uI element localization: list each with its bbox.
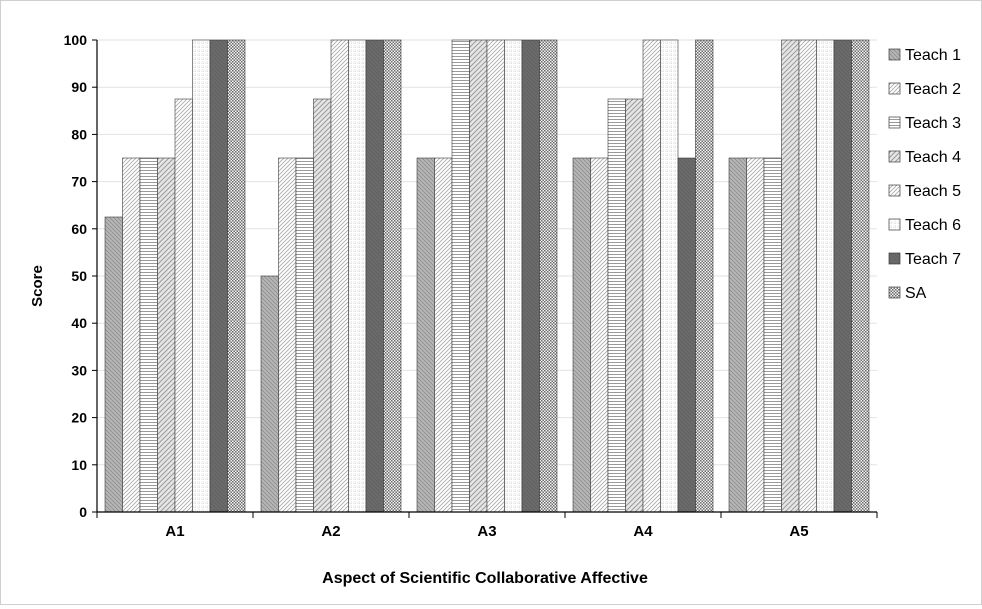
y-tick-label: 20 <box>71 410 87 426</box>
y-tick-label: 50 <box>71 268 87 284</box>
legend-swatch <box>888 48 901 61</box>
x-tick-label: A1 <box>165 523 184 540</box>
legend-label: Teach 2 <box>905 81 961 98</box>
bar-teach-2-a4 <box>590 157 609 513</box>
legend-swatch <box>888 184 901 197</box>
legend: Teach 1 Teach 2 Teach 3 Teach 4 Teach 5 Teach… <box>888 47 961 302</box>
bar-teach-7-a4 <box>677 157 696 513</box>
bar-teach-6-a4 <box>660 39 679 513</box>
y-tick-label: 60 <box>71 221 87 237</box>
bar-teach-7-a3 <box>521 39 540 513</box>
bar-teach-5-a5 <box>798 39 817 513</box>
bar-teach-4-a2 <box>313 98 332 513</box>
bar-teach-6-a1 <box>192 39 211 513</box>
bar-teach-4-a1 <box>157 157 176 513</box>
bar-teach-2-a1 <box>122 157 141 513</box>
y-tick-label: 80 <box>71 126 87 142</box>
bar-sa-a4 <box>695 39 714 513</box>
bar-teach-1-a2 <box>260 275 279 513</box>
bars <box>104 39 870 513</box>
bar-teach-4-a4 <box>625 98 644 513</box>
bar-teach-1-a4 <box>572 157 591 513</box>
legend-swatch <box>888 218 901 231</box>
y-tick-label: 100 <box>64 32 88 48</box>
y-tick-label: 70 <box>71 174 87 190</box>
y-tick-label: 30 <box>71 362 87 378</box>
bar-sa-a5 <box>851 39 870 513</box>
legend-swatch <box>888 252 901 265</box>
bar-teach-7-a5 <box>833 39 852 513</box>
legend-label: Teach 1 <box>905 47 961 64</box>
y-axis-label: Score <box>29 265 46 307</box>
y-tick-label: 40 <box>71 315 87 331</box>
x-tick-label: A5 <box>789 523 808 540</box>
x-tick-label: A2 <box>321 523 340 540</box>
legend-swatch <box>888 82 901 95</box>
bar-teach-6-a5 <box>816 39 835 513</box>
legend-label: Teach 3 <box>905 115 961 132</box>
bar-teach-4-a3 <box>469 39 488 513</box>
bar-teach-3-a1 <box>139 157 158 513</box>
legend-label: Teach 6 <box>905 217 961 234</box>
legend-label: SA <box>905 285 927 302</box>
bar-teach-3-a3 <box>451 39 470 513</box>
bar-teach-1-a5 <box>728 157 747 513</box>
x-axis-label: Aspect of Scientific Collaborative Affec… <box>322 570 648 587</box>
legend-swatch <box>888 286 901 299</box>
bar-teach-4-a5 <box>781 39 800 513</box>
y-tick-label: 90 <box>71 79 87 95</box>
bar-teach-2-a5 <box>746 157 765 513</box>
bar-teach-6-a3 <box>504 39 523 513</box>
bar-teach-2-a2 <box>278 157 297 513</box>
legend-label: Teach 4 <box>905 149 961 166</box>
bar-teach-3-a4 <box>607 98 626 513</box>
legend-label: Teach 5 <box>905 183 961 200</box>
legend-label: Teach 7 <box>905 251 961 268</box>
bar-teach-1-a3 <box>416 157 435 513</box>
x-tick-label: A4 <box>633 523 653 540</box>
bar-teach-7-a2 <box>365 39 384 513</box>
bar-teach-5-a3 <box>486 39 505 513</box>
bar-teach-6-a2 <box>348 39 367 513</box>
bar-teach-5-a1 <box>174 98 193 513</box>
bar-teach-2-a3 <box>434 157 453 513</box>
legend-swatch <box>888 150 901 163</box>
bar-sa-a1 <box>227 39 246 513</box>
bar-teach-5-a2 <box>330 39 349 513</box>
bar-teach-1-a1 <box>104 216 123 513</box>
y-tick-label: 10 <box>71 457 87 473</box>
bar-teach-7-a1 <box>209 39 228 513</box>
bar-teach-3-a2 <box>295 157 314 513</box>
x-tick-label: A3 <box>477 523 496 540</box>
legend-swatch <box>888 116 901 129</box>
bar-sa-a3 <box>539 39 558 513</box>
y-tick-label: 0 <box>79 504 87 520</box>
bar-sa-a2 <box>383 39 402 513</box>
axes: 0 10 20 30 40 50 60 70 80 90 100 A1 A2 A3 A4 A5 <box>64 32 878 540</box>
bar-teach-5-a4 <box>642 39 661 513</box>
bar-teach-3-a5 <box>763 157 782 513</box>
